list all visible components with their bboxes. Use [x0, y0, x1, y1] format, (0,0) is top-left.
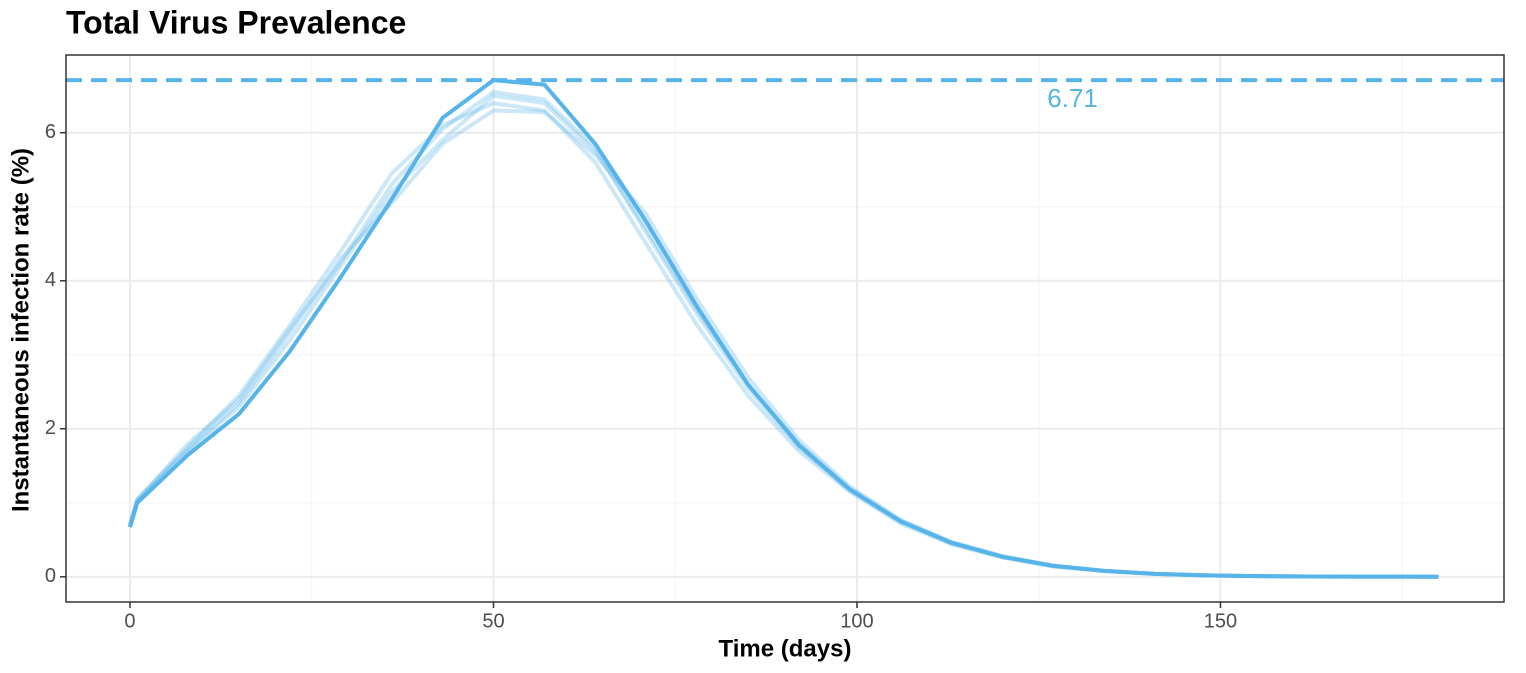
x-axis-title: Time (days) [719, 635, 852, 662]
series-line [128, 108, 1439, 579]
plot-border [65, 54, 1505, 603]
y-tick-label: 0 [45, 565, 56, 587]
chart-title: Total Virus Prevalence [66, 4, 406, 40]
x-tick-label: 0 [124, 610, 135, 632]
series-line [128, 101, 1439, 579]
reference-label: 6.71 [1047, 83, 1098, 113]
x-tick-label: 50 [482, 610, 504, 632]
series-line [128, 90, 1439, 579]
series-line [128, 78, 1439, 579]
x-tick-label: 100 [840, 610, 873, 632]
x-tick-label: 150 [1204, 610, 1237, 632]
y-axis-title: Instantaneous infection rate (%) [7, 148, 34, 512]
y-tick-label: 2 [45, 417, 56, 439]
series-line [128, 93, 1439, 579]
y-tick-label: 6 [45, 121, 56, 143]
y-tick-label: 4 [45, 269, 56, 291]
